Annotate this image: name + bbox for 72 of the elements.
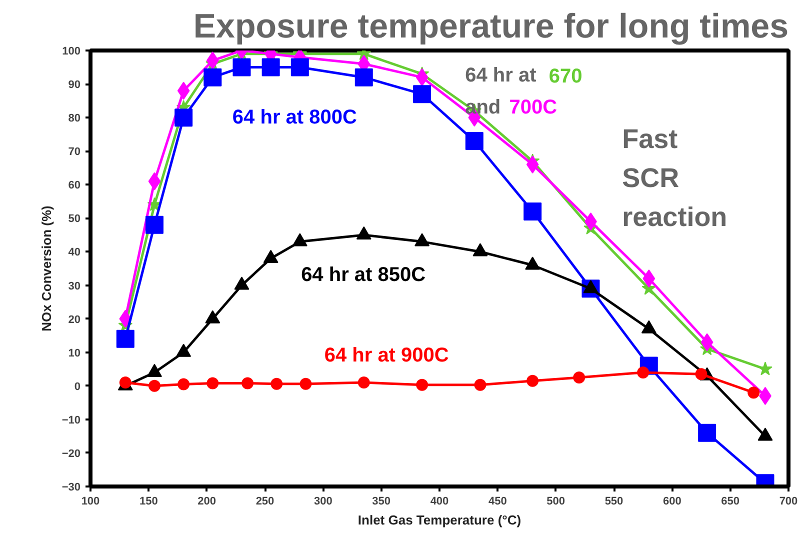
point [262,58,280,76]
point [178,378,190,390]
y-tick-label: −10 [62,414,81,426]
x-tick-label: 350 [372,496,391,508]
point [148,172,161,190]
point [698,424,716,442]
point [148,380,160,392]
y-tick-label: 30 [68,280,81,292]
point [242,377,254,390]
series-label: 700C [509,96,558,119]
point [526,374,539,387]
point [526,156,539,174]
point [204,68,222,86]
y-tick-label: 10 [68,347,81,360]
x-tick-label: 600 [662,496,682,508]
point [700,333,714,352]
series-label: 64 hr at 900C [324,344,449,367]
x-tick-label: 300 [314,496,332,508]
series-label: 64 hr at 850C [301,264,426,286]
text: 670 [548,66,582,88]
point [758,362,772,376]
y-tick-label: 40 [68,246,81,259]
point [290,58,309,76]
point [174,108,193,127]
x-tick-label: 150 [139,496,158,508]
point [177,82,190,100]
point [416,68,428,86]
point [119,310,132,328]
x-tick-label: 400 [430,496,449,508]
y-tick-label: 20 [68,314,81,326]
x-tick-label: 700 [779,496,798,508]
x-tick-label: 550 [604,496,624,508]
point [748,386,760,399]
annotation: Fast SCR reaction [622,124,728,232]
y-tick-label: −30 [62,482,81,494]
y-tick-label: 60 [68,180,81,192]
y-tick-label: 0 [74,380,81,393]
point [637,366,650,378]
y-tick-label: −20 [62,448,81,460]
point [206,52,219,70]
annotation: 64 hr at [465,64,537,87]
point [573,372,586,384]
x-tick-label: 450 [488,496,507,508]
x-tick-label: 100 [81,496,100,508]
point [413,85,432,104]
x-tick-label: 500 [546,496,566,508]
series-label: 64 hr at 800C [232,106,357,129]
point [145,216,164,234]
point [354,68,373,86]
point [524,202,542,220]
x-tick-label: 650 [721,496,740,508]
point [300,378,312,390]
y-tick-label: 80 [68,112,81,125]
y-axis-title: NOx Conversion (%) [38,206,54,332]
y-tick-label: 90 [68,79,81,92]
y-tick-label: 100 [62,46,81,58]
x-tick-label: 200 [198,496,216,508]
chart-title: Exposure temperature for long times [193,8,789,46]
point [270,378,283,390]
point [695,368,708,380]
y-tick-label: 70 [68,146,81,158]
point [416,378,428,391]
x-axis-title: Inlet Gas Temperature (°C) [358,512,522,528]
x-tick-label: 250 [256,496,274,508]
point [358,376,370,389]
point [206,377,219,390]
y-tick-label: 50 [68,213,81,226]
point [116,330,134,348]
point [474,378,486,391]
point [232,58,251,76]
point [642,270,656,288]
point [465,132,484,150]
